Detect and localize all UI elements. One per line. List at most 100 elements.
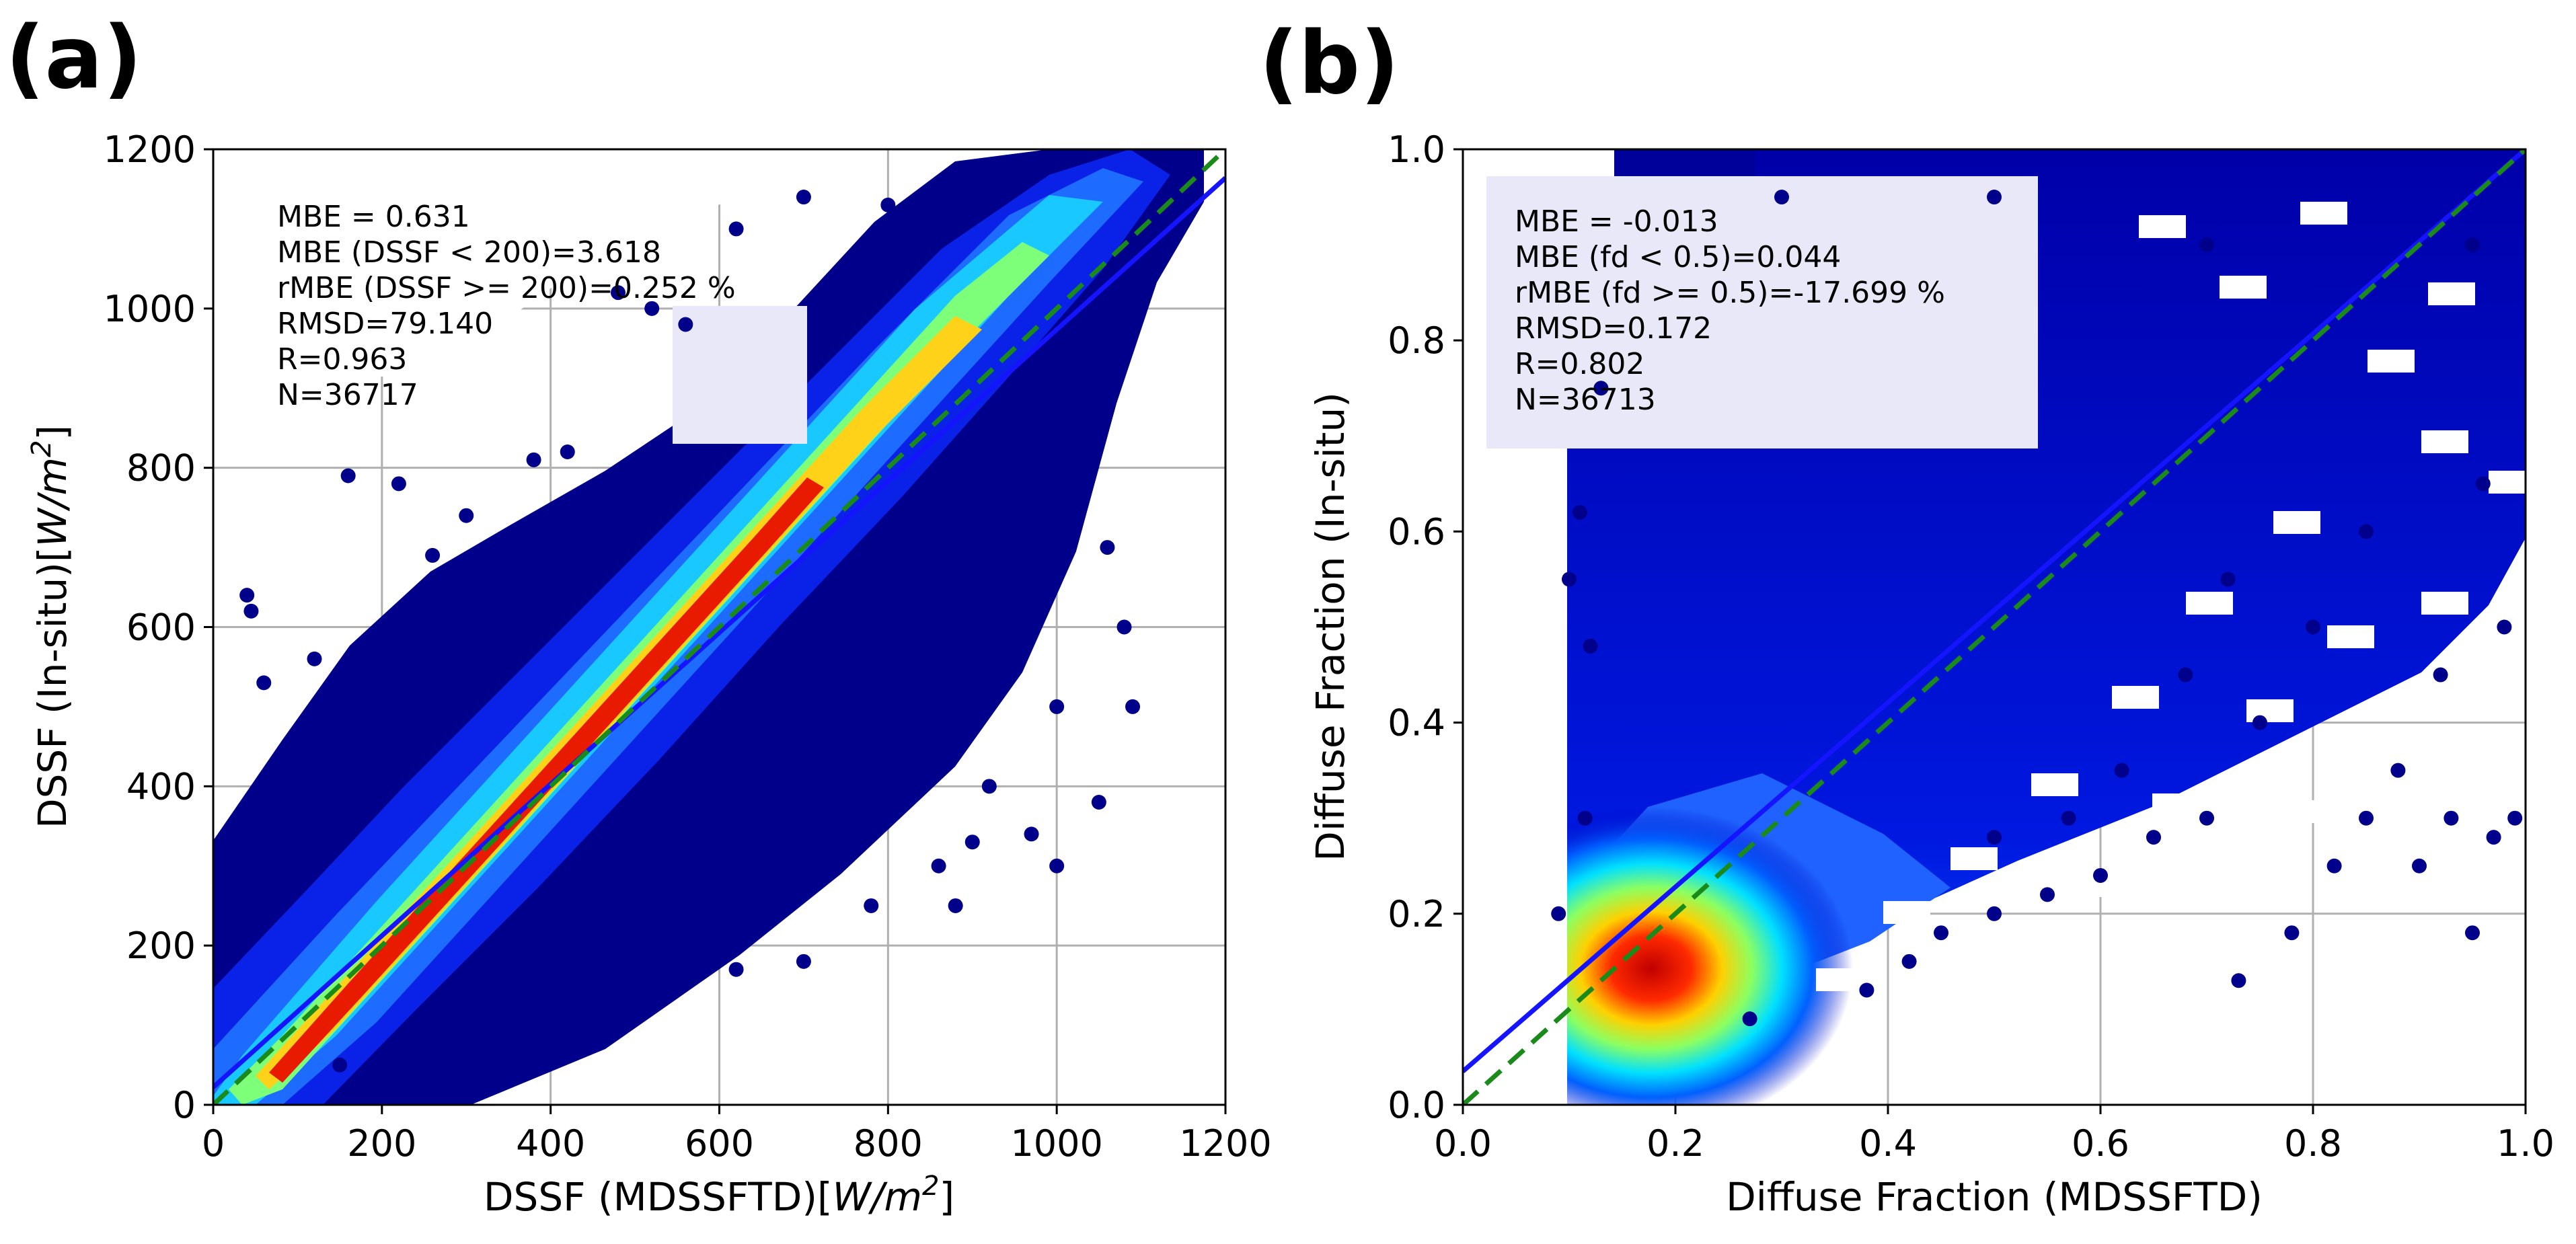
panel-a-point: [374, 779, 389, 794]
panel-b-point: [1934, 925, 1948, 941]
panel-a-point: [307, 651, 322, 666]
panel-b-point: [2178, 667, 2193, 683]
panel-a-stat-5: R=0.963: [277, 342, 407, 377]
panel-a-point: [948, 898, 963, 913]
panel-b-gap: [2139, 215, 2186, 238]
panel-b-stat-6: N=36713: [1515, 383, 1656, 417]
panel-a-outliers: [239, 190, 1141, 1089]
panel-b-ytick-label: 0.2: [1388, 893, 1445, 935]
panel-b-point: [1577, 810, 1593, 826]
panel-b-gap: [2031, 773, 2078, 796]
panel-a-ytick-label: 1200: [104, 128, 196, 171]
panel-b-one-to-one-line: [1463, 149, 2526, 1105]
panel-a-point: [374, 1073, 389, 1089]
panel-b-point: [2390, 763, 2406, 778]
panel-b-gap: [2455, 1049, 2502, 1072]
panel-b-stat-1: MBE = -0.013: [1515, 204, 1718, 239]
panel-b-point: [2326, 858, 2342, 873]
panel-b-xlabel: Diffuse Fraction (MDSSFTD): [1726, 1174, 2263, 1220]
panel-b-point: [1987, 830, 2002, 845]
panel-b-point: [2507, 810, 2523, 826]
panel-b-point: [2220, 572, 2236, 587]
panel-b-gap: [2320, 1049, 2367, 1072]
panel-b-point: [2114, 763, 2129, 778]
panel-b-xtick-label: 0.6: [2072, 1122, 2129, 1165]
panel-b-gap: [2152, 793, 2199, 816]
panel-b-gap: [2220, 276, 2267, 299]
panel-b-gap: [2421, 430, 2468, 453]
panel-b-gap: [2327, 625, 2374, 648]
panel-a-point: [728, 962, 744, 977]
panel-b-point: [1551, 906, 1566, 921]
panel-a-point: [796, 954, 811, 969]
panel-a-point: [1125, 699, 1141, 714]
panel-b-point: [2199, 810, 2214, 826]
panel-b-gap: [2428, 282, 2475, 305]
panel-b-gap: [2112, 686, 2159, 709]
panel-a-point: [864, 898, 879, 913]
panel-b-ytick-label: 0.8: [1388, 319, 1445, 362]
panel-a-point: [243, 603, 259, 619]
panel-a-stat-3: rMBE (DSSF >= 200)=0.252 %: [277, 271, 736, 305]
panel-b-xtick-label: 1.0: [2497, 1122, 2554, 1165]
panel-a-point: [1116, 619, 1132, 635]
panel-a-ytick-label: 0: [173, 1084, 196, 1126]
panel-b-gap: [2489, 471, 2526, 494]
panel-a-ytick-label: 400: [126, 765, 196, 808]
panel-b-stats: MBE = -0.013 MBE (fd < 0.5)=0.044 rMBE (…: [1515, 204, 1945, 417]
panel-b-frame: [1462, 148, 2527, 1106]
panel-a-point: [332, 1057, 348, 1073]
panel-a-xlabel-main: DSSF (MDSSFTD): [484, 1174, 817, 1220]
panel-b-point: [2061, 810, 2076, 826]
panel-a-stat-box: [673, 306, 807, 444]
panel-b-stat-5: R=0.802: [1515, 347, 1644, 381]
panel-a-ylabel: DSSF (In-situ)[W/m2]: [26, 425, 75, 828]
panel-a-point: [256, 675, 272, 691]
panel-b-ticks: 0.0 0.2 0.4 0.6 0.8 1.0 0.0 0.2 0.4 0.6 0.8 1.0: [1388, 128, 2554, 1165]
panel-a-stat-1: MBE = 0.631: [277, 200, 470, 234]
panel-a-xlabel: DSSF (MDSSFTD)[W/m2]: [484, 1171, 954, 1220]
panel-a-ylabel-exp: 2: [26, 440, 57, 457]
panel-a-ylabel-main: DSSF (In-situ): [30, 562, 75, 828]
panel-b-point: [2359, 810, 2374, 826]
panel-b-stat-4: RMSD=0.172: [1515, 311, 1712, 346]
panel-a-point: [543, 1001, 558, 1017]
panel-b-xtick-label: 0.2: [1646, 1122, 1704, 1165]
panel-a-xlabel-exp: 2: [922, 1171, 939, 1202]
panel-b-outliers: [1551, 190, 2523, 1027]
panel-b-point: [2412, 858, 2427, 873]
panel-b-gap: [2186, 592, 2233, 615]
panel-b-ytick-label: 0.0: [1388, 1084, 1445, 1126]
panel-b-gap: [2421, 592, 2468, 615]
panel-b-gap: [2186, 955, 2233, 978]
panel-b-point: [2497, 619, 2512, 635]
panel-b-point: [2252, 715, 2267, 730]
panel-b-stat-2: MBE (fd < 0.5)=0.044: [1515, 240, 1841, 274]
panel-a-point: [644, 301, 660, 316]
panel-b-xtick-label: 0.8: [2284, 1122, 2342, 1165]
panel-b-point: [2093, 867, 2108, 883]
panel-b-ytick-label: 1.0: [1388, 128, 1445, 171]
panel-b-gaps: [1816, 202, 2526, 1072]
panel-a-point: [492, 540, 508, 555]
panel-b-point: [1562, 572, 1577, 587]
panel-a-xtick-label: 400: [516, 1122, 585, 1165]
panel-b-ylabel: Diffuse Fraction (In-situ): [1308, 392, 1353, 861]
panel-b-gap: [2367, 740, 2415, 763]
panel-b-ytick-label: 0.6: [1388, 510, 1445, 553]
panel-b-gap: [2220, 867, 2267, 890]
panel-b-gap: [1816, 968, 1863, 991]
panel-a-point: [1100, 540, 1115, 555]
panel-a-point: [239, 588, 255, 603]
panel-b-plot: 0.0 0.2 0.4 0.6 0.8 1.0 0.0 0.2 0.4 0.6 0.8 1.0 MBE…: [1308, 128, 2554, 1220]
panel-a-point: [526, 452, 541, 467]
panel-b-point: [1593, 381, 1609, 396]
panel-a-ytick-label: 600: [126, 607, 196, 649]
panel-a-xtick-label: 600: [685, 1122, 754, 1165]
panel-b-point: [2444, 810, 2459, 826]
panel-a-xtick-label: 1200: [1179, 1122, 1271, 1165]
panel-b-point: [1901, 954, 1917, 969]
panel-b-gap: [1883, 901, 1930, 924]
panel-a-point: [1091, 795, 1106, 810]
